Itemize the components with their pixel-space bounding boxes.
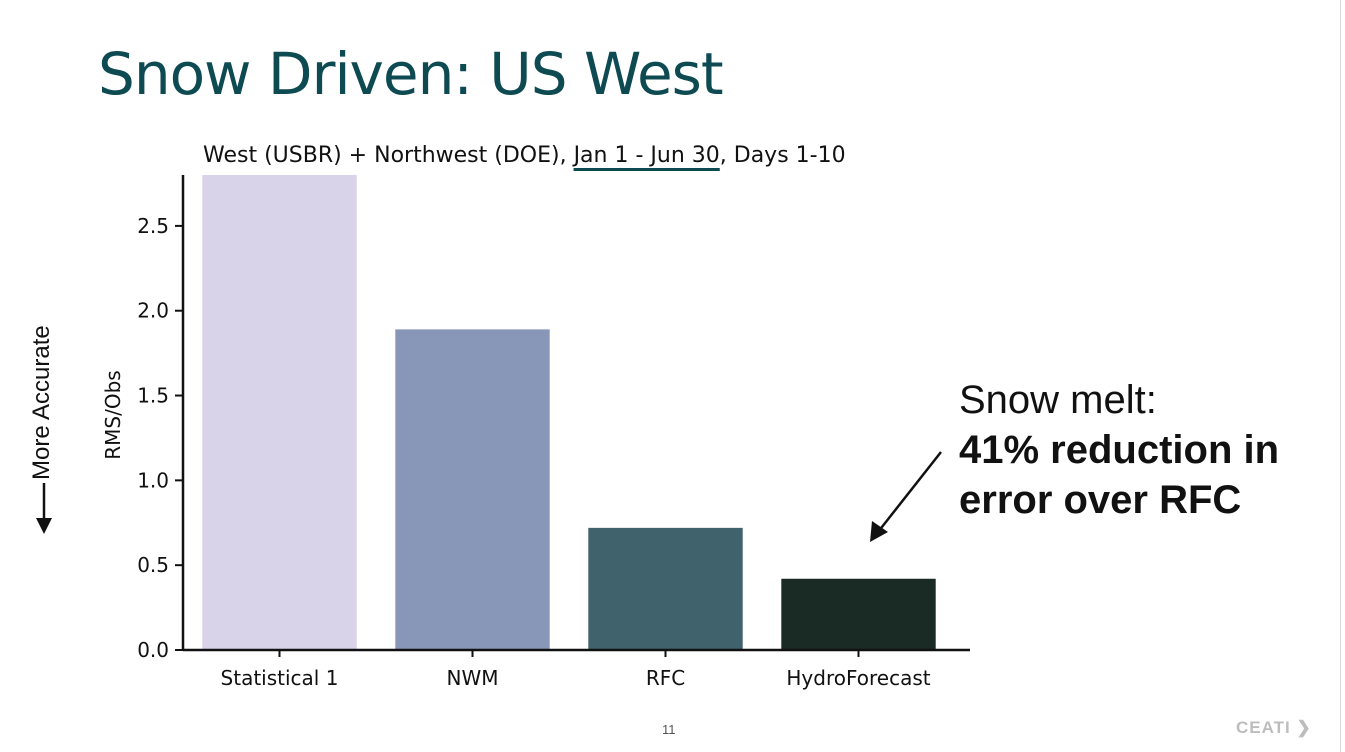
y-tick-label: 1.5	[137, 384, 169, 408]
bar-nwm	[395, 329, 550, 650]
axes-group: Statistical 1 NWM RFC HydroForecast 0.0 0.5 1.…	[137, 175, 970, 690]
y-tick-label: 0.0	[137, 638, 169, 662]
chevron-right-icon: ❯	[1296, 718, 1312, 737]
y-tick-label: 2.5	[137, 214, 169, 238]
chart-title-part2: , Days 1-10	[719, 143, 846, 168]
chart-title-date-range: Jan 1 - Jun 30	[573, 143, 720, 168]
brand-logo: CEATI ❯	[1236, 718, 1312, 738]
more-accurate-label: More Accurate	[28, 325, 55, 480]
x-tick-label: Statistical 1	[221, 666, 339, 690]
y-tick-label: 2.0	[137, 299, 169, 323]
bar-rfc	[588, 527, 743, 650]
slide-right-edge	[1340, 0, 1341, 752]
annotation-arrow	[870, 451, 942, 542]
annotation-line1: Snow melt:	[959, 378, 1157, 422]
annotation-line3: error over RFC	[959, 478, 1242, 522]
chart-title-part1: West (USBR) + Northwest (DOE),	[203, 143, 574, 168]
slide-title: Snow Driven: US West	[98, 40, 724, 108]
x-tick-label: NWM	[447, 666, 499, 690]
bars-group	[202, 175, 936, 650]
y-tick-label: 1.0	[137, 468, 169, 492]
bar-hydroforecast	[781, 578, 936, 650]
y-tick-label: 0.5	[137, 553, 169, 577]
brand-logo-text: CEATI	[1236, 718, 1291, 737]
x-tick-label: HydroForecast	[786, 666, 930, 690]
annotation-text: Snow melt: 41% reduction in error over R…	[959, 375, 1329, 525]
more-accurate-indicator: More Accurate	[28, 300, 58, 540]
page-number: 11	[662, 722, 676, 737]
annotation-line2: 41% reduction in	[959, 428, 1280, 472]
x-tick-label: RFC	[646, 666, 685, 690]
bar-statistical-1	[202, 175, 357, 650]
down-arrow-icon	[36, 483, 52, 534]
y-axis-label: RMS/Obs	[101, 370, 125, 459]
chart-title: West (USBR) + Northwest (DOE), Jan 1 - J…	[203, 143, 846, 168]
